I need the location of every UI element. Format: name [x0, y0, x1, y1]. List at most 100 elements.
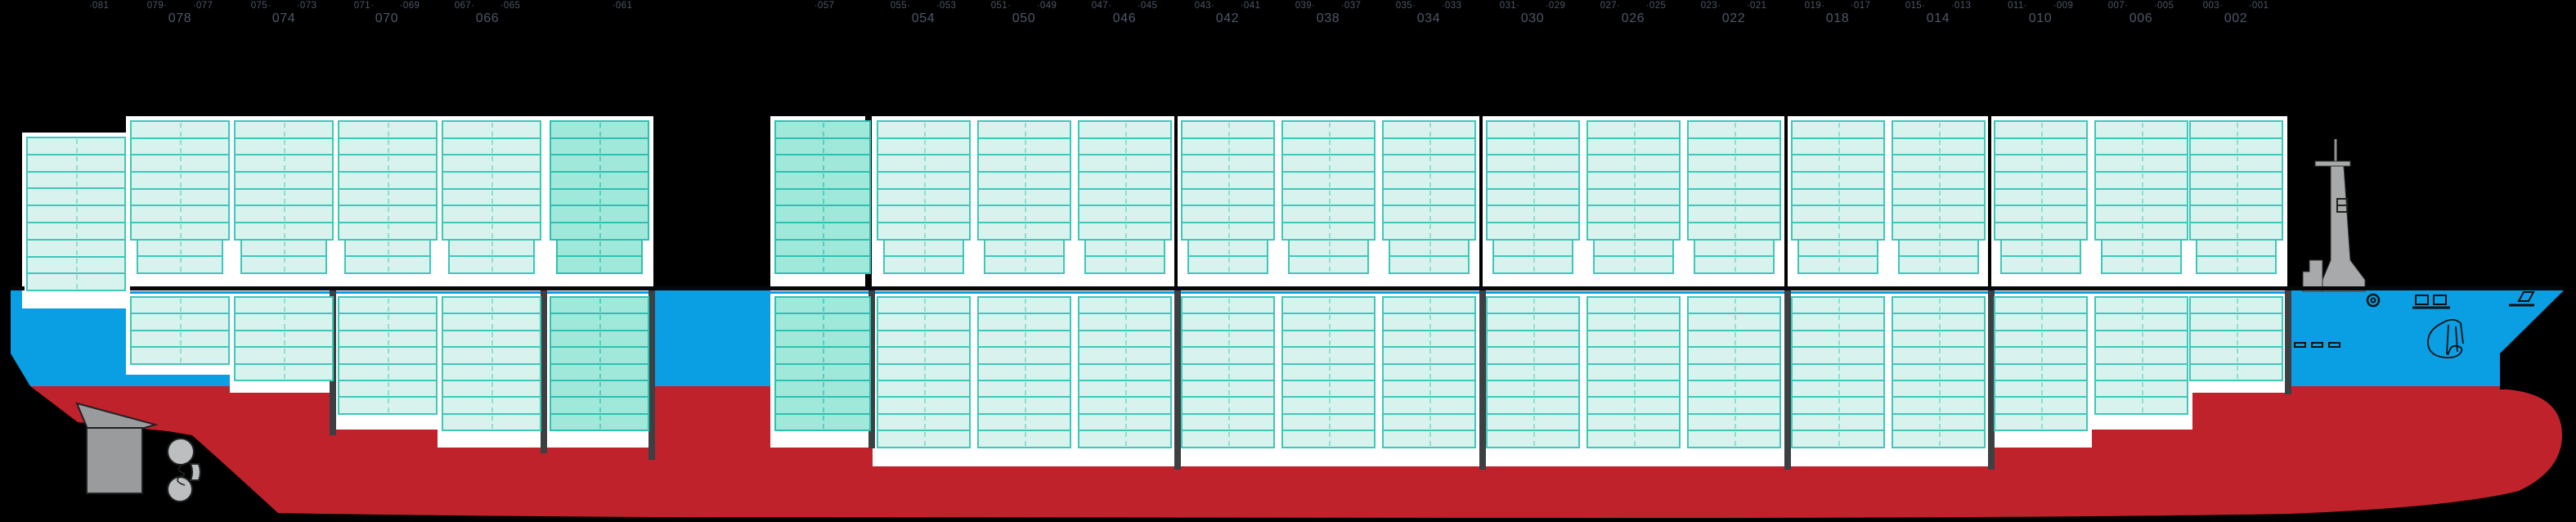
hold-stack-bay-034[interactable]	[1382, 296, 1476, 448]
twenty-foot-divider	[1533, 223, 1535, 238]
twenty-foot-divider	[491, 173, 493, 187]
container-tier	[1892, 396, 1986, 415]
container-tier	[1486, 329, 1580, 349]
container-tier	[1586, 205, 1681, 223]
container-tier	[550, 313, 649, 331]
container-tier	[130, 170, 230, 190]
hold-stack-bay-074[interactable]	[234, 296, 334, 381]
container-tier	[338, 346, 438, 365]
container-tier	[877, 396, 971, 415]
twenty-foot-divider	[1328, 315, 1331, 329]
deck-stack-bay-042[interactable]	[1181, 120, 1275, 274]
container-tier	[1687, 205, 1781, 223]
rudder-blade	[86, 427, 143, 494]
hold-stack-bay-006[interactable]	[2094, 296, 2188, 415]
container-tier	[1687, 313, 1781, 331]
twenty-foot-divider	[1734, 241, 1736, 255]
deck-stack-bay-034[interactable]	[1382, 120, 1476, 274]
twenty-foot-divider	[1734, 349, 1736, 362]
bay-label-odd-fore: ·041	[1240, 1, 1261, 11]
deck-stack-bay-022[interactable]	[1687, 120, 1781, 274]
deck-stack-bay-078[interactable]	[130, 120, 230, 274]
twenty-foot-divider	[599, 365, 601, 379]
hold-stack-bay-046[interactable]	[1078, 296, 1172, 448]
bay-label-odd-aft: 043·	[1194, 1, 1215, 11]
hold-stack-bay-022[interactable]	[1687, 296, 1781, 448]
hold-stack-bay-062[interactable]	[550, 296, 649, 432]
twenty-foot-divider	[823, 415, 824, 430]
container-tier	[984, 238, 1065, 258]
deck-stack-bay-018[interactable]	[1791, 120, 1885, 274]
container-tier	[26, 205, 126, 223]
deck-stack-bay-006[interactable]	[2094, 120, 2188, 274]
twenty-foot-divider	[2236, 139, 2238, 154]
bay-label-odd-aft: 023·	[1700, 1, 1721, 11]
twenty-foot-divider	[1328, 398, 1331, 412]
twenty-foot-divider	[1633, 381, 1636, 396]
twenty-foot-divider	[823, 365, 824, 379]
hold-stack-bay-054[interactable]	[877, 296, 971, 448]
hold-stack-bay-038[interactable]	[1281, 296, 1376, 448]
hold-stack-bay-018[interactable]	[1791, 296, 1885, 448]
deck-stack-bay-074[interactable]	[234, 120, 334, 274]
twenty-foot-divider	[1227, 299, 1230, 313]
deck-stack-bay-054[interactable]	[877, 120, 971, 274]
deck-stack-bay-038[interactable]	[1281, 120, 1376, 274]
twenty-foot-divider	[1024, 223, 1026, 238]
deck-stack-bay-046[interactable]	[1078, 120, 1172, 274]
bay-label-odd-aft: 047·	[1091, 1, 1112, 11]
container-tier	[1181, 120, 1275, 139]
hold-stack-bay-057[interactable]	[774, 296, 871, 432]
container-tier	[1078, 221, 1172, 241]
deck-stack-bay-030[interactable]	[1486, 120, 1580, 274]
twenty-foot-divider	[1227, 173, 1230, 187]
twenty-foot-divider	[1633, 331, 1636, 346]
deck-stack-bay-050[interactable]	[977, 120, 1071, 274]
twenty-foot-divider	[1838, 173, 1840, 187]
twenty-foot-divider	[1838, 241, 1840, 255]
hold-stack-bay-070[interactable]	[338, 296, 438, 415]
deck-stack-bay-026[interactable]	[1586, 120, 1681, 274]
deck-stack-bay-082[interactable]	[26, 137, 126, 292]
hold-stack-bay-042[interactable]	[1181, 296, 1275, 448]
twenty-foot-divider	[388, 299, 389, 313]
container-tier	[877, 187, 971, 207]
twenty-foot-divider	[1633, 398, 1636, 412]
twenty-foot-divider	[1533, 365, 1535, 379]
twenty-foot-divider	[491, 398, 493, 412]
deck-stack-bay-002[interactable]	[2189, 120, 2283, 274]
twenty-foot-divider	[1227, 190, 1230, 205]
twenty-foot-divider	[1429, 258, 1431, 272]
twenty-foot-divider	[1938, 299, 1941, 313]
twenty-foot-divider	[1938, 123, 1941, 137]
hold-stack-bay-010[interactable]	[1994, 296, 2088, 432]
hold-stack-bay-026[interactable]	[1586, 296, 1681, 448]
twenty-foot-divider	[1328, 365, 1331, 379]
hold-stack-bay-066[interactable]	[442, 296, 541, 432]
hold-stack-bay-002[interactable]	[2189, 296, 2283, 381]
container-tier	[877, 221, 971, 241]
hold-stack-bay-014[interactable]	[1892, 296, 1986, 448]
container-tier	[877, 379, 971, 398]
twenty-foot-divider	[180, 349, 182, 362]
deck-stack-bay-066[interactable]	[442, 120, 541, 274]
twenty-foot-divider	[1938, 432, 1941, 446]
container-tier	[26, 153, 126, 173]
hold-stack-bay-078[interactable]	[130, 296, 230, 365]
deck-stack-bay-014[interactable]	[1892, 120, 1986, 274]
deck-stack-bay-062[interactable]	[550, 120, 649, 274]
twenty-foot-divider	[823, 258, 824, 272]
container-tier	[1791, 396, 1885, 415]
deck-stack-bay-010[interactable]	[1994, 120, 2088, 274]
container-tier	[550, 205, 649, 223]
hold-stack-bay-030[interactable]	[1486, 296, 1580, 448]
twenty-foot-divider	[823, 190, 824, 205]
container-tier	[2101, 238, 2182, 258]
twenty-foot-divider	[923, 398, 926, 412]
twenty-foot-divider	[1533, 173, 1535, 187]
twenty-foot-divider	[491, 315, 493, 329]
twenty-foot-divider	[180, 123, 182, 137]
deck-stack-bay-057[interactable]	[774, 120, 871, 274]
hold-stack-bay-050[interactable]	[977, 296, 1071, 448]
deck-stack-bay-070[interactable]	[338, 120, 438, 274]
